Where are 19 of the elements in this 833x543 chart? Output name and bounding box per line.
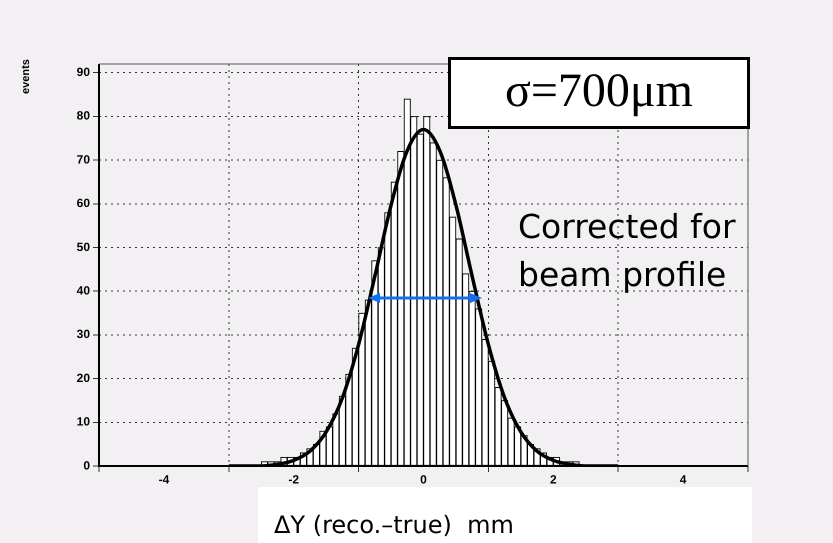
y-tick-label: 30 xyxy=(76,327,90,342)
y-tick-label: 20 xyxy=(76,370,90,385)
x-tick-label: 0 xyxy=(420,472,428,487)
y-tick-label: 90 xyxy=(76,65,90,80)
y-tick-label: 60 xyxy=(76,196,90,210)
y-tick-label: 50 xyxy=(76,240,90,254)
x-tick-label: 2 xyxy=(550,472,557,487)
y-tick-label: 70 xyxy=(76,152,90,166)
y-tick-label: 10 xyxy=(76,414,90,429)
y-axis-title: events xyxy=(20,59,32,94)
annotation: Corrected for beam profile xyxy=(518,206,736,296)
y-tick-label: 40 xyxy=(76,284,90,298)
y-tick-label: 80 xyxy=(76,108,90,123)
x-tick-label: 4 xyxy=(680,472,687,487)
annotation: σ=700μm xyxy=(448,57,750,129)
y-tick-label: 0 xyxy=(83,458,90,472)
x-tick-label: -2 xyxy=(288,472,300,487)
x-tick-label: -4 xyxy=(158,472,170,487)
x-axis-title: ΔY (reco.–true) mm xyxy=(258,487,752,543)
